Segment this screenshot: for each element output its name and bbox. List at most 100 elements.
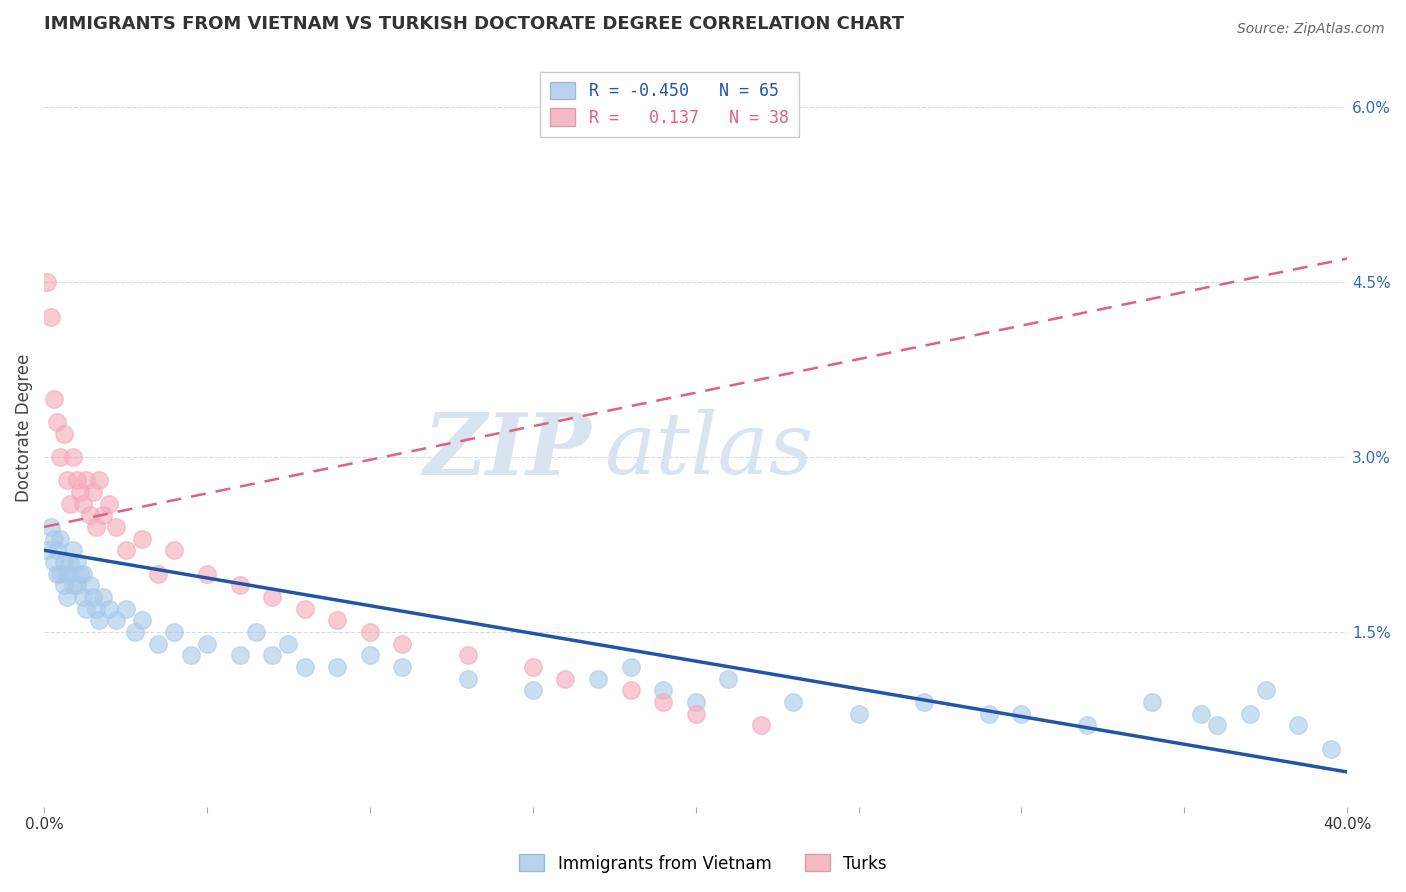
- Point: [146, 566, 169, 581]
- Point: [62, 578, 84, 592]
- Point: [69, 484, 91, 499]
- Point: [37, 275, 59, 289]
- Point: [46, 415, 69, 429]
- Point: [114, 543, 136, 558]
- Point: [457, 672, 479, 686]
- Point: [359, 624, 381, 639]
- Point: [66, 473, 89, 487]
- Point: [84, 520, 107, 534]
- Point: [228, 648, 250, 663]
- Point: [42, 392, 65, 406]
- Point: [72, 497, 94, 511]
- Point: [1189, 706, 1212, 721]
- Point: [619, 683, 641, 698]
- Point: [98, 601, 121, 615]
- Point: [98, 497, 121, 511]
- Point: [52, 426, 75, 441]
- Point: [131, 532, 153, 546]
- Point: [37, 543, 59, 558]
- Point: [262, 590, 284, 604]
- Point: [124, 624, 146, 639]
- Point: [114, 601, 136, 615]
- Point: [56, 590, 79, 604]
- Point: [163, 543, 186, 558]
- Legend: Immigrants from Vietnam, Turks: Immigrants from Vietnam, Turks: [513, 847, 893, 880]
- Point: [782, 695, 804, 709]
- Point: [75, 473, 97, 487]
- Point: [522, 660, 544, 674]
- Point: [652, 695, 675, 709]
- Point: [62, 543, 84, 558]
- Point: [1320, 741, 1343, 756]
- Point: [1239, 706, 1261, 721]
- Point: [42, 532, 65, 546]
- Point: [52, 578, 75, 592]
- Text: atlas: atlas: [605, 409, 814, 491]
- Point: [72, 566, 94, 581]
- Point: [294, 660, 316, 674]
- Point: [46, 566, 69, 581]
- Point: [91, 590, 114, 604]
- Point: [391, 660, 413, 674]
- Point: [104, 520, 127, 534]
- Point: [1076, 718, 1098, 732]
- Point: [52, 555, 75, 569]
- Point: [82, 590, 104, 604]
- Point: [326, 660, 349, 674]
- Point: [848, 706, 870, 721]
- Point: [457, 648, 479, 663]
- Point: [554, 672, 576, 686]
- Point: [228, 578, 250, 592]
- Point: [79, 578, 101, 592]
- Point: [56, 566, 79, 581]
- Point: [56, 473, 79, 487]
- Point: [59, 555, 82, 569]
- Point: [391, 637, 413, 651]
- Point: [749, 718, 772, 732]
- Point: [72, 590, 94, 604]
- Text: Source: ZipAtlas.com: Source: ZipAtlas.com: [1237, 22, 1385, 37]
- Point: [180, 648, 202, 663]
- Point: [262, 648, 284, 663]
- Point: [652, 683, 675, 698]
- Point: [66, 555, 89, 569]
- Point: [49, 532, 72, 546]
- Point: [1011, 706, 1033, 721]
- Point: [277, 637, 299, 651]
- Point: [49, 450, 72, 464]
- Point: [104, 613, 127, 627]
- Point: [195, 566, 218, 581]
- Point: [79, 508, 101, 523]
- Point: [977, 706, 1000, 721]
- Point: [912, 695, 935, 709]
- Point: [89, 613, 111, 627]
- Point: [294, 601, 316, 615]
- Point: [163, 624, 186, 639]
- Point: [131, 613, 153, 627]
- Point: [586, 672, 609, 686]
- Point: [195, 637, 218, 651]
- Point: [1140, 695, 1163, 709]
- Point: [1254, 683, 1277, 698]
- Point: [146, 637, 169, 651]
- Point: [326, 613, 349, 627]
- Point: [39, 520, 62, 534]
- Point: [91, 508, 114, 523]
- Point: [39, 310, 62, 324]
- Point: [59, 497, 82, 511]
- Y-axis label: Doctorate Degree: Doctorate Degree: [15, 353, 32, 502]
- Point: [1206, 718, 1229, 732]
- Point: [75, 601, 97, 615]
- Point: [89, 473, 111, 487]
- Point: [685, 706, 707, 721]
- Point: [619, 660, 641, 674]
- Point: [62, 450, 84, 464]
- Point: [685, 695, 707, 709]
- Point: [522, 683, 544, 698]
- Point: [82, 484, 104, 499]
- Point: [42, 555, 65, 569]
- Text: ZIP: ZIP: [423, 409, 592, 492]
- Legend: R = -0.450   N = 65, R =   0.137   N = 38: R = -0.450 N = 65, R = 0.137 N = 38: [540, 72, 799, 136]
- Point: [1286, 718, 1309, 732]
- Point: [245, 624, 267, 639]
